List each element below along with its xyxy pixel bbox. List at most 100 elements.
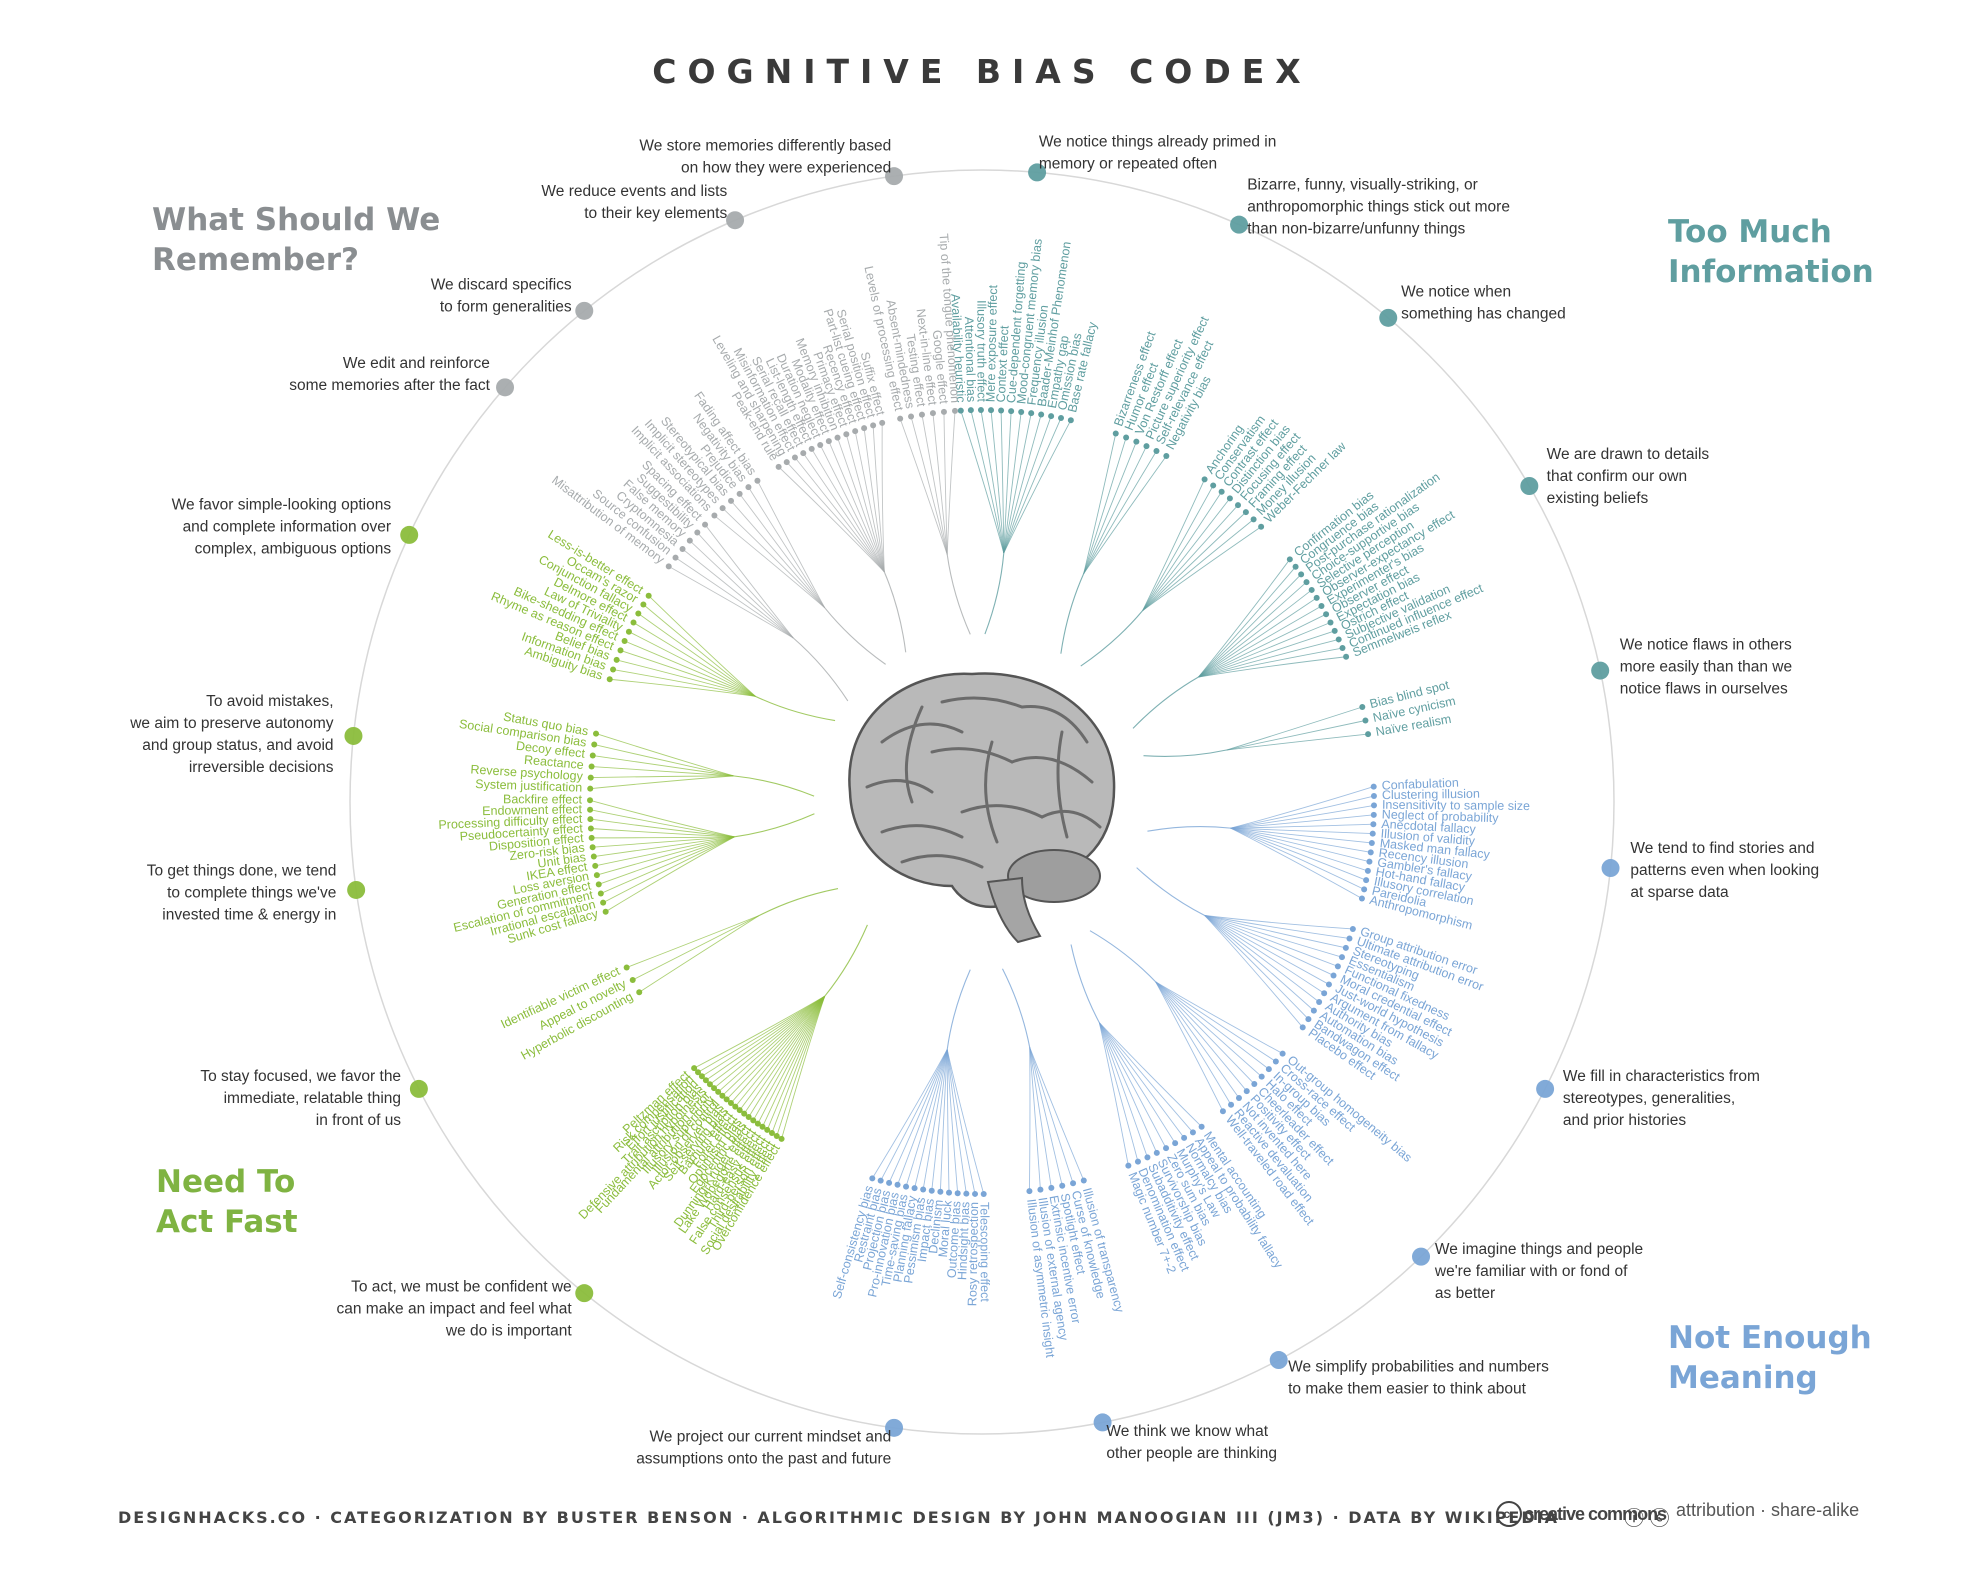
bias-node xyxy=(773,1132,780,1139)
bias-node xyxy=(791,454,798,461)
branch-line xyxy=(854,430,885,572)
bias-node xyxy=(1349,925,1356,932)
bias-label: Availability heuristic xyxy=(948,293,968,402)
bias-node xyxy=(1292,563,1299,570)
bias-node xyxy=(1369,830,1376,837)
bias-node xyxy=(1163,453,1170,460)
branch-line xyxy=(1155,981,1240,1099)
bias-node xyxy=(759,1123,766,1130)
bias-node xyxy=(1335,636,1342,643)
branch-line xyxy=(717,995,825,1093)
bias-node xyxy=(610,666,617,673)
branch-line xyxy=(1099,1022,1185,1139)
bias-node xyxy=(702,521,709,528)
bias-label: Reactance xyxy=(524,753,585,772)
bias-node xyxy=(861,425,868,432)
bias-node xyxy=(967,407,974,414)
bias-node xyxy=(679,546,686,553)
bias-node xyxy=(897,415,904,422)
bias-node xyxy=(625,628,632,635)
branch-line xyxy=(1142,498,1231,611)
bias-node xyxy=(1310,1007,1317,1014)
category-label: We notice flaws in others more easily tha… xyxy=(1620,636,1792,697)
branch-line xyxy=(591,766,734,777)
bias-node xyxy=(1144,1154,1151,1161)
branch-trunk xyxy=(1136,867,1205,916)
category-dot xyxy=(885,167,904,186)
bias-label: Outcome bias xyxy=(945,1201,964,1279)
branch-line xyxy=(594,744,734,777)
branch-line xyxy=(605,836,735,913)
branch-line xyxy=(757,480,826,608)
branch-line xyxy=(612,669,756,697)
bias-node xyxy=(1172,1140,1179,1147)
branch-line xyxy=(734,996,826,1107)
branch-line xyxy=(811,448,885,573)
quadrant-title-meaning-line2: Meaning xyxy=(1668,1360,1818,1396)
branch-line xyxy=(802,452,885,573)
bias-node xyxy=(593,730,600,737)
branch-line xyxy=(752,996,826,1121)
branch-line xyxy=(771,996,826,1134)
branch-trunk xyxy=(1132,676,1199,729)
branch-line xyxy=(726,995,825,1100)
branch-line xyxy=(1083,455,1167,574)
bias-node xyxy=(589,752,596,759)
branch-line xyxy=(1226,733,1369,751)
bias-node xyxy=(592,862,599,869)
branch-line xyxy=(1142,479,1205,611)
branch-line xyxy=(921,414,948,555)
branch-line xyxy=(638,613,756,697)
branch-line xyxy=(1198,613,1327,678)
branch-line xyxy=(1003,414,1042,554)
branch-line xyxy=(905,1049,948,1187)
branch-line xyxy=(722,995,825,1097)
bias-label: Unit bias xyxy=(537,850,587,871)
branch-line xyxy=(589,809,735,838)
branch-line xyxy=(1029,1047,1085,1181)
branch-trunk xyxy=(1143,749,1227,757)
branch-line xyxy=(943,411,948,555)
branch-line xyxy=(1230,827,1371,853)
branch-line xyxy=(682,548,794,639)
category-label: We imagine things and people we're famili… xyxy=(1434,1241,1643,1302)
bias-node xyxy=(775,463,782,470)
bias-node xyxy=(783,459,790,466)
category-dot xyxy=(1093,1413,1112,1432)
branch-trunk xyxy=(984,552,1005,635)
category-dot xyxy=(400,525,419,544)
branch-line xyxy=(1003,411,1012,553)
branch-line xyxy=(786,461,885,573)
bias-node xyxy=(1370,802,1377,809)
bias-node xyxy=(597,890,604,897)
branch-line xyxy=(1155,981,1283,1054)
branch-line xyxy=(939,1049,948,1192)
branch-line xyxy=(781,996,826,1140)
cc-icon: cc xyxy=(1496,1501,1522,1528)
bias-node xyxy=(1358,895,1365,902)
bias-node xyxy=(1338,954,1345,961)
bias-node xyxy=(954,1190,961,1197)
branch-line xyxy=(704,524,794,639)
branch-line xyxy=(593,836,735,858)
branch-line xyxy=(1083,450,1157,574)
branch-line xyxy=(990,410,1005,553)
bias-node xyxy=(1058,415,1065,422)
branch-line xyxy=(1003,413,1032,554)
bias-node xyxy=(1370,811,1377,818)
branch-line xyxy=(709,995,825,1085)
branch-trunk xyxy=(1147,826,1231,832)
bias-node xyxy=(1303,579,1310,586)
bias-node xyxy=(711,512,718,519)
bias-node xyxy=(691,1065,698,1072)
bias-node xyxy=(1342,944,1349,951)
branch-line xyxy=(1230,827,1372,844)
branch-line xyxy=(1230,827,1373,835)
branch-line xyxy=(1142,518,1254,611)
branch-line xyxy=(1142,504,1239,611)
bias-node xyxy=(1346,935,1353,942)
bias-node xyxy=(918,411,925,418)
bias-node xyxy=(1363,877,1370,884)
bias-node xyxy=(1366,858,1373,865)
